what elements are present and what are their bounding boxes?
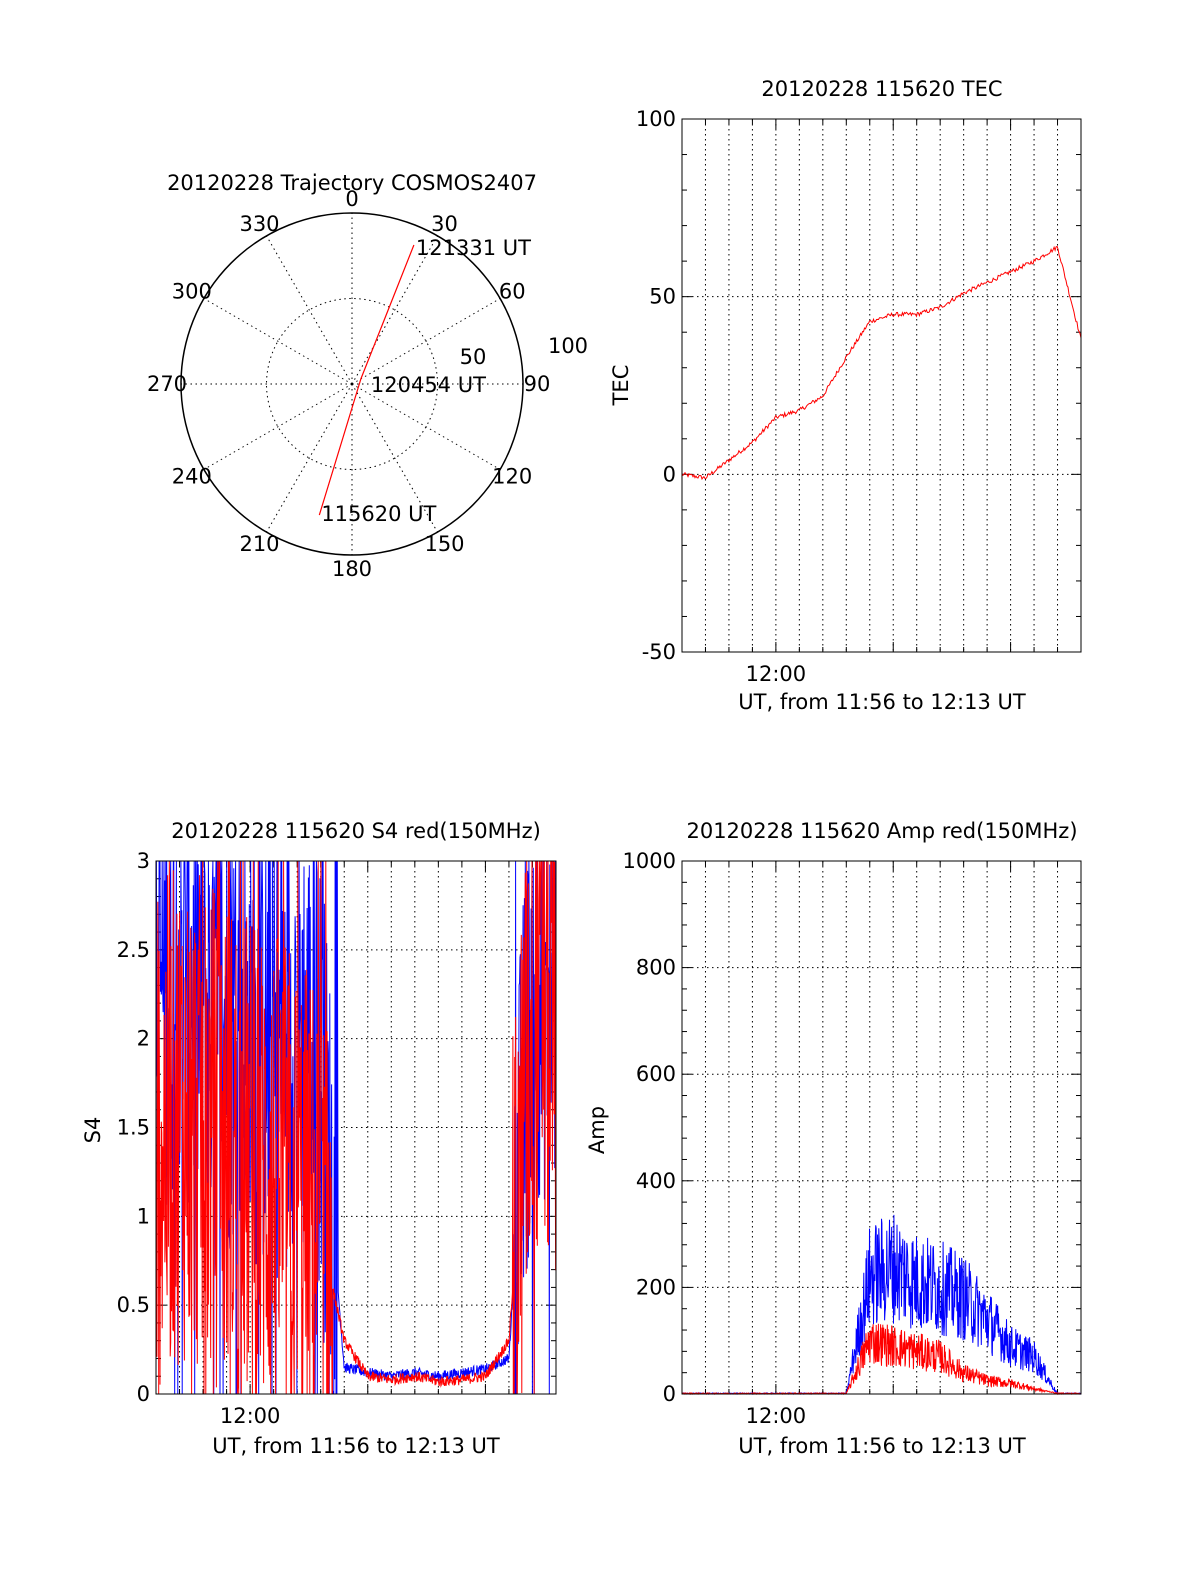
x-tick-label: 12:00 [746, 1404, 807, 1428]
polar-azimuth-label: 0 [345, 187, 358, 211]
polar-spoke [266, 383, 353, 533]
x-tick-label: 12:00 [746, 662, 807, 686]
tec-title: 20120228 115620 TEC [761, 77, 1002, 101]
trajectory-time-label: 115620 UT [321, 502, 436, 526]
y-tick-label: 1.5 [117, 1116, 150, 1140]
x-tick-label: 12:00 [220, 1404, 281, 1428]
y-tick-label: 1 [137, 1204, 150, 1228]
polar-azimuth-label: 180 [332, 557, 372, 581]
tec-chart: 20120228 115620 TEC TEC UT, from 11:56 t… [609, 77, 1082, 714]
s4-ylabel: S4 [81, 1117, 105, 1144]
polar-azimuth-label: 270 [147, 372, 187, 396]
polar-spoke [351, 383, 501, 470]
y-tick-label: 400 [636, 1169, 676, 1193]
plot-frame [681, 118, 1082, 653]
y-tick-label: 0.5 [117, 1293, 150, 1317]
trajectory-time-label: 120454 UT [371, 373, 486, 397]
trajectory-polar-chart: 20120228 Trajectory COSMOS2407 0 30 60 90 12… [147, 171, 588, 581]
polar-azimuth-label: 330 [239, 212, 279, 236]
s4-title: 20120228 115620 S4 red(150MHz) [171, 819, 541, 843]
trajectory-line [318, 244, 415, 516]
polar-radial-label: 100 [548, 334, 588, 358]
plot-frame [155, 860, 557, 1395]
y-tick-label: 200 [636, 1275, 676, 1299]
y-tick-label: 50 [649, 285, 676, 309]
polar-spoke [203, 383, 353, 470]
polar-title: 20120228 Trajectory COSMOS2407 [167, 171, 537, 195]
polar-azimuth-label: 150 [424, 532, 464, 556]
s4-chart: 20120228 115620 S4 red(150MHz) S4 UT, fr… [81, 819, 557, 1458]
polar-spoke [351, 298, 501, 385]
polar-azimuth-label: 240 [172, 465, 212, 489]
y-tick-label: 600 [636, 1062, 676, 1086]
y-tick-label: 2 [137, 1027, 150, 1051]
polar-azimuth-label: 30 [431, 212, 458, 236]
amp-xlabel: UT, from 11:56 to 12:13 UT [738, 1434, 1026, 1458]
y-tick-label: 800 [636, 956, 676, 980]
polar-azimuth-label: 210 [239, 532, 279, 556]
series-line [681, 245, 1082, 481]
series-line [682, 1214, 1082, 1396]
y-tick-label: 0 [663, 462, 676, 486]
polar-radial-label: 50 [460, 345, 487, 369]
y-tick-label: 100 [636, 107, 676, 131]
polar-spoke [266, 235, 353, 385]
series-line [681, 1323, 1081, 1396]
amp-ylabel: Amp [585, 1106, 609, 1154]
y-tick-label: -50 [642, 640, 676, 664]
y-tick-label: 0 [137, 1382, 150, 1406]
polar-spoke [351, 383, 438, 533]
tec-xlabel: UT, from 11:56 to 12:13 UT [738, 690, 1026, 714]
amp-title: 20120228 115620 Amp red(150MHz) [686, 819, 1077, 843]
y-tick-label: 3 [137, 849, 150, 873]
series-line [155, 860, 557, 1395]
polar-azimuth-label: 90 [524, 372, 551, 396]
y-tick-label: 1000 [623, 849, 676, 873]
tec-ylabel: TEC [609, 365, 633, 407]
amp-chart: 20120228 115620 Amp red(150MHz) Amp UT, … [585, 819, 1082, 1458]
polar-spoke [203, 298, 353, 385]
polar-azimuth-label: 60 [499, 280, 526, 304]
s4-xlabel: UT, from 11:56 to 12:13 UT [212, 1434, 500, 1458]
y-tick-label: 2.5 [117, 938, 150, 962]
polar-spoke [351, 235, 438, 385]
y-tick-label: 0 [663, 1382, 676, 1406]
trajectory-time-label: 121331 UT [416, 236, 531, 260]
plot-frame [681, 860, 1082, 1395]
polar-azimuth-label: 120 [492, 465, 532, 489]
polar-azimuth-label: 300 [172, 280, 212, 304]
